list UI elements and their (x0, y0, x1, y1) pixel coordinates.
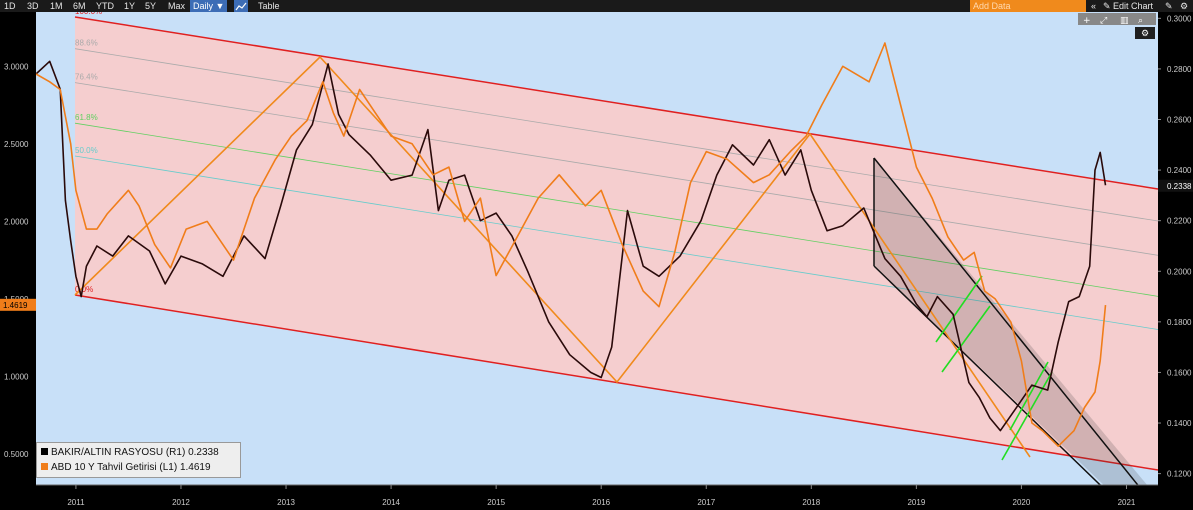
x-tick-label: 2021 (1118, 498, 1136, 507)
right-last-value-marker (1158, 179, 1193, 192)
range-6m[interactable]: 6M (73, 1, 86, 11)
collapse-icon[interactable]: « (1091, 1, 1097, 11)
legend-swatch (41, 448, 48, 455)
flag-line (1009, 361, 1049, 431)
flag-line (941, 305, 991, 373)
right-tick-label: 0.2200 (1167, 217, 1192, 226)
fib-line (74, 16, 1159, 190)
left-tick-label: 1.0000 (4, 372, 29, 381)
series-line-copper-gold (35, 60, 1107, 432)
right-tick-label: 0.3000 (1167, 14, 1192, 23)
left-tick-label: 2.0000 (4, 217, 29, 226)
left-tick-label: 2.5000 (4, 140, 29, 149)
x-tick-label: 2017 (697, 498, 715, 507)
right-tick-label: 0.2800 (1167, 65, 1192, 74)
price-chart: 100.0% 88.6% 76.4% 61.8% 50.0% 0.0% 3.0000 2.5… (0, 12, 1193, 510)
svg-text:⤢: ⤢ (1099, 16, 1107, 26)
fib-level-label: 88.6% (75, 39, 98, 48)
x-tick-label: 2018 (802, 498, 820, 507)
x-tick-label: 2016 (592, 498, 610, 507)
left-last-value-marker (0, 298, 36, 311)
right-tick-label: 0.2400 (1167, 166, 1192, 175)
right-tick-label: 0.2000 (1167, 267, 1192, 276)
legend: BAKIR/ALTIN RASYOSU (R1) 0.2338 ABD 10 Y… (36, 442, 241, 478)
bottom-axis-bg (36, 485, 1158, 510)
fib-line (74, 155, 1159, 330)
left-axis-bg (0, 12, 36, 510)
range-max[interactable]: Max (168, 1, 186, 11)
legend-item-copper-gold: BAKIR/ALTIN RASYOSU (R1) 0.2338 (41, 445, 236, 460)
svg-text:▥: ▥ (1120, 16, 1129, 26)
legend-item-us10y: ABD 10 Y Tahvil Getirisi (L1) 1.4619 (41, 460, 236, 475)
legend-swatch (41, 463, 48, 470)
svg-text:⌕: ⌕ (1138, 16, 1143, 26)
x-tick-label: 2019 (907, 498, 925, 507)
zigzag-trendline (74, 55, 1031, 458)
frequency-dropdown[interactable]: Daily ▼ (190, 0, 228, 12)
channel-upper-line (873, 157, 1159, 510)
x-tick-label: 2015 (487, 498, 505, 507)
table-button[interactable]: Table (258, 1, 280, 11)
flag-line (935, 275, 983, 343)
fib-level-label: 0.0% (75, 285, 93, 294)
drawing-tools-bar[interactable]: + ⤢ ▥ ⌕ (1078, 13, 1156, 26)
fib-line (74, 82, 1159, 256)
range-1d[interactable]: 1D (4, 1, 16, 11)
x-tick-label: 2012 (172, 498, 190, 507)
right-axis-bg (1158, 12, 1193, 510)
fib-level-label: 50.0% (75, 146, 98, 155)
gear-icon[interactable]: ⚙ (1180, 1, 1189, 11)
fib-level-label: 76.4% (75, 73, 98, 82)
right-tick-label: 0.1200 (1167, 470, 1192, 479)
x-tick-label: 2011 (67, 498, 85, 507)
right-tick-label: 0.1800 (1167, 318, 1192, 327)
right-tick-label: 0.2600 (1167, 116, 1192, 125)
left-last-value-label: 1.4619 (3, 301, 28, 310)
range-ytd[interactable]: YTD (96, 1, 114, 11)
range-1m[interactable]: 1M (50, 1, 63, 11)
chart-settings-icon[interactable]: ⚙ (1135, 27, 1155, 39)
range-5y[interactable]: 5Y (145, 1, 157, 11)
x-tick-label: 2014 (382, 498, 400, 507)
range-3d[interactable]: 3D (27, 1, 39, 11)
series-line-us10y (35, 42, 1107, 448)
edit-chart-button[interactable]: ✎ Edit Chart (1103, 1, 1154, 11)
add-data-input[interactable]: Add Data (970, 0, 1086, 12)
right-tick-label: 0.1600 (1167, 368, 1192, 377)
fib-line (74, 48, 1159, 222)
left-tick-label: 3.0000 (4, 62, 29, 71)
range-1y[interactable]: 1Y (124, 1, 136, 11)
svg-text:+: + (1083, 16, 1091, 26)
x-tick-label: 2020 (1013, 498, 1031, 507)
fib-level-label: 61.8% (75, 113, 98, 122)
channel-lower-line (873, 265, 1127, 510)
line-chart-icon[interactable] (234, 0, 248, 12)
x-tick-label: 2013 (277, 498, 295, 507)
right-tick-label: 0.1400 (1167, 419, 1192, 428)
fib-level-label: 100.0% (75, 12, 102, 16)
flag-line (1001, 371, 1053, 461)
pencil-icon[interactable]: ✎ (1165, 1, 1173, 11)
left-tick-label: 0.5000 (4, 450, 29, 459)
below-channel-area (75, 295, 1158, 485)
right-last-value-label: 0.2338 (1167, 182, 1192, 191)
